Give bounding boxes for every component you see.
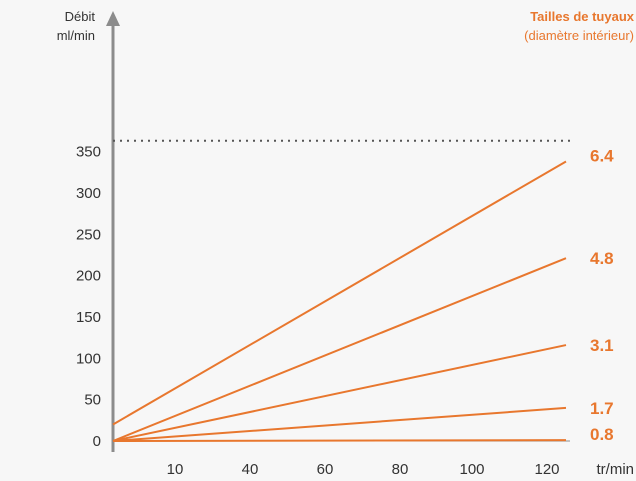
x-tick-label: 80	[392, 461, 409, 478]
series-label-4-8: 4.8	[590, 249, 614, 268]
x-axis-title: tr/min	[597, 461, 635, 478]
series-line-6-4	[112, 160, 567, 426]
y-tick-label: 350	[76, 144, 101, 161]
y-axis-title-line2: ml/min	[57, 28, 95, 43]
x-tick-label: 60	[317, 461, 334, 478]
y-tick-label: 250	[76, 226, 101, 243]
series-label-6-4: 6.4	[590, 146, 614, 165]
x-tick-label: 120	[534, 461, 559, 478]
y-tick-label: 300	[76, 185, 101, 202]
series-label-1-7: 1.7	[590, 399, 614, 418]
y-tick-label: 150	[76, 309, 101, 326]
series-line-4-8	[112, 257, 567, 442]
x-tick-label: 100	[459, 461, 484, 478]
series-label-3-1: 3.1	[590, 336, 614, 355]
series-label-0-8: 0.8	[590, 425, 614, 444]
series-line-3-1	[112, 344, 567, 442]
y-tick-label: 100	[76, 350, 101, 367]
y-axis-arrow-icon	[106, 11, 120, 26]
x-tick-label: 10	[167, 461, 184, 478]
legend-subtitle: (diamètre intérieur)	[524, 28, 634, 43]
y-tick-label: 200	[76, 268, 101, 285]
series-line-1-7	[112, 406, 567, 442]
x-tick-label: 40	[242, 461, 259, 478]
y-tick-label: 50	[84, 392, 101, 409]
y-tick-label: 0	[93, 433, 101, 450]
series-line-0-8	[112, 439, 567, 442]
legend-title: Tailles de tuyaux	[530, 9, 635, 24]
y-axis-title-line1: Débit	[65, 9, 96, 24]
